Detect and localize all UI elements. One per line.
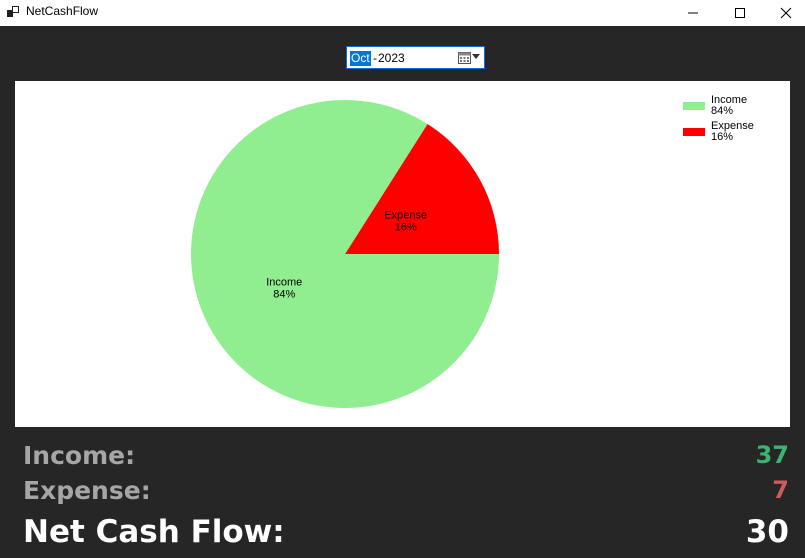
minimize-button[interactable] [670, 0, 716, 26]
picker-separator: - [373, 51, 377, 65]
window-title: NetCashFlow [26, 4, 99, 18]
picker-month[interactable]: Oct [350, 51, 371, 66]
expense-label: Expense: [23, 476, 151, 505]
legend-pct-income: 84% [711, 105, 734, 117]
legend-pct-expense: 16% [711, 131, 734, 143]
title-bar: NetCashFlow [0, 0, 805, 26]
pie-slice-income [190, 99, 499, 408]
slice-pct-income: 84% [273, 288, 295, 300]
maximize-icon [735, 8, 745, 18]
legend-label-expense: Expense [711, 120, 754, 132]
legend-swatch-income [683, 102, 705, 110]
net-cash-flow-label: Net Cash Flow: [23, 514, 285, 550]
chevron-down-icon[interactable] [472, 54, 480, 60]
pie-slice-expense [345, 123, 499, 254]
chart-panel: Expense 16% Income 84% Income 84% Expense 1… [15, 81, 790, 427]
calendar-icon[interactable] [458, 51, 471, 64]
picker-year[interactable]: 2023 [378, 51, 405, 65]
slice-pct-expense: 16% [395, 222, 417, 234]
income-value: 37 [755, 441, 789, 469]
close-button[interactable] [763, 0, 805, 26]
net-cash-flow-value: 30 [745, 514, 789, 550]
app-icon [7, 6, 19, 17]
income-label: Income: [23, 441, 136, 470]
maximize-button[interactable] [717, 0, 763, 26]
legend-label-income: Income [711, 94, 748, 106]
close-icon [780, 7, 792, 19]
slice-label-expense: Expense [384, 210, 427, 222]
expense-value: 7 [772, 476, 789, 504]
slice-label-income: Income [266, 276, 302, 288]
month-year-picker[interactable]: Oct - 2023 [346, 46, 485, 69]
minimize-icon [688, 12, 698, 14]
legend-swatch-expense [683, 128, 705, 136]
